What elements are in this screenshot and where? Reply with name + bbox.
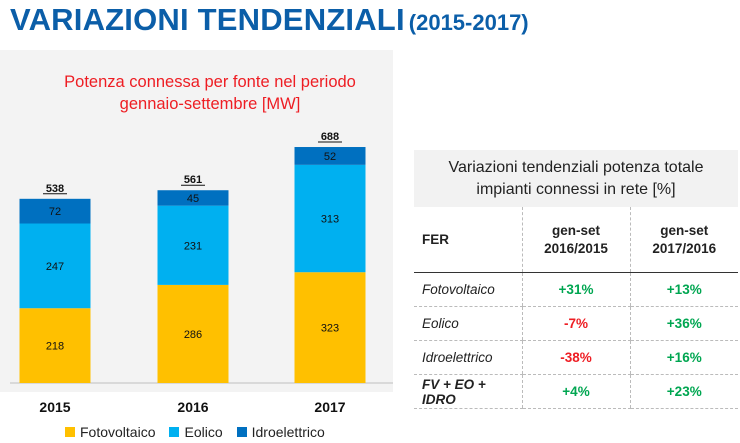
chart-legend: Fotovoltaico Eolico Idroelettrico <box>65 424 325 440</box>
legend-item-fotovoltaico: Fotovoltaico <box>65 424 155 440</box>
legend-swatch-eolico <box>169 427 180 437</box>
row-name-total: FV + EO + IDRO <box>414 374 522 409</box>
row-value-idroelettrico-2016-2015: -38% <box>521 340 630 375</box>
data-label-fotovoltaico-2015: 218 <box>46 341 64 353</box>
x-tick-label-2017: 2017 <box>314 399 345 415</box>
row-name-idroelettrico: Idroelettrico <box>414 340 522 375</box>
variations-table: Variazioni tendenziali potenza totale im… <box>414 150 738 409</box>
x-tick-label-2016: 2016 <box>177 399 208 415</box>
column-header-2016-2015: gen-set 2016/2015 <box>521 207 630 273</box>
page-title: VARIAZIONI TENDENZIALI (2015-2017) <box>10 2 529 38</box>
column-header-2017-2016-line-1: gen-set <box>660 222 709 238</box>
page-title-period: (2015-2017) <box>408 10 529 35</box>
table-title-line-2: impianti connessi in rete [%] <box>476 180 676 198</box>
table-header-row: FER gen-set 2016/2015 gen-set 2017/2016 <box>414 207 738 273</box>
chart-title-line-2: gennaio-settembre [MW] <box>119 95 301 113</box>
bar-fotovoltaico-2016 <box>157 284 229 383</box>
bar-idroelettrico-2015 <box>19 198 91 224</box>
row-value-idroelettrico-2017-2016: +16% <box>629 340 738 375</box>
data-label-fotovoltaico-2016: 286 <box>184 329 202 341</box>
legend-label-fotovoltaico: Fotovoltaico <box>80 424 156 440</box>
legend-swatch-fotovoltaico <box>65 427 75 437</box>
bar-idroelettrico-2016 <box>157 190 229 206</box>
column-header-2016-2015-line-1: gen-set <box>551 222 600 238</box>
data-label-eolico-2016: 231 <box>184 240 202 252</box>
page-title-main: VARIAZIONI TENDENZIALI <box>10 2 405 37</box>
bar-eolico-2017 <box>294 164 366 273</box>
data-label-idroelettrico-2016: 45 <box>187 193 199 205</box>
row-value-fotovoltaico-2017-2016: +13% <box>629 272 738 307</box>
bar-eolico-2015 <box>19 223 91 309</box>
row-value-eolico-2016-2015: -7% <box>521 306 630 341</box>
legend-label-idroelettrico: Idroelettrico <box>251 424 325 440</box>
column-header-2017-2016: gen-set 2017/2016 <box>629 207 738 273</box>
table-title-line-1: Variazioni tendenziali potenza totale <box>448 158 704 176</box>
table-title: Variazioni tendenziali potenza totale im… <box>414 150 738 207</box>
data-label-idroelettrico-2015: 72 <box>49 206 61 218</box>
row-value-total-2017-2016: +23% <box>629 374 738 409</box>
chart-title-line-1: Potenza connessa per fonte nel periodo <box>64 73 356 91</box>
table-row: Fotovoltaico +31% +13% <box>414 272 738 307</box>
total-label-2015: 538 <box>46 183 64 195</box>
total-label-2016: 561 <box>184 174 202 186</box>
row-value-total-2016-2015: +4% <box>521 374 630 409</box>
row-value-fotovoltaico-2016-2015: +31% <box>521 272 630 307</box>
bar-fotovoltaico-2017 <box>294 272 366 383</box>
data-label-fotovoltaico-2017: 323 <box>321 323 339 335</box>
total-label-2017: 688 <box>321 131 339 143</box>
data-label-eolico-2017: 313 <box>321 214 339 226</box>
bar-eolico-2016 <box>157 205 229 285</box>
column-header-fer: FER <box>414 207 522 273</box>
legend-swatch-idroelettrico <box>236 427 247 437</box>
table-row: Idroelettrico -38% +16% <box>414 340 738 375</box>
row-value-eolico-2017-2016: +36% <box>629 306 738 341</box>
legend-label-eolico: Eolico <box>184 424 223 440</box>
row-name-eolico: Eolico <box>414 306 522 341</box>
bar-idroelettrico-2017 <box>294 147 366 165</box>
chart-title: Potenza connessa per fonte nel periodo g… <box>30 71 390 115</box>
data-label-idroelettrico-2017: 52 <box>324 151 336 163</box>
x-tick-label-2015: 2015 <box>39 399 70 415</box>
column-header-2017-2016-line-2: 2017/2016 <box>652 240 717 256</box>
column-header-2016-2015-line-2: 2016/2015 <box>544 240 608 256</box>
legend-item-eolico: Eolico <box>169 424 223 440</box>
table-row-total: FV + EO + IDRO +4% +23% <box>414 374 738 409</box>
stacked-bar-chart: 218 247 72 538 2015 286 231 45 561 2016 323 313 52 68… <box>10 131 393 415</box>
bar-fotovoltaico-2015 <box>19 308 91 383</box>
table-row: Eolico -7% +36% <box>414 306 738 341</box>
legend-item-idroelettrico: Idroelettrico <box>236 424 325 440</box>
table-body: FER gen-set 2016/2015 gen-set 2017/2016 … <box>414 207 738 409</box>
data-label-eolico-2015: 247 <box>46 261 64 273</box>
row-name-fotovoltaico: Fotovoltaico <box>414 272 522 307</box>
